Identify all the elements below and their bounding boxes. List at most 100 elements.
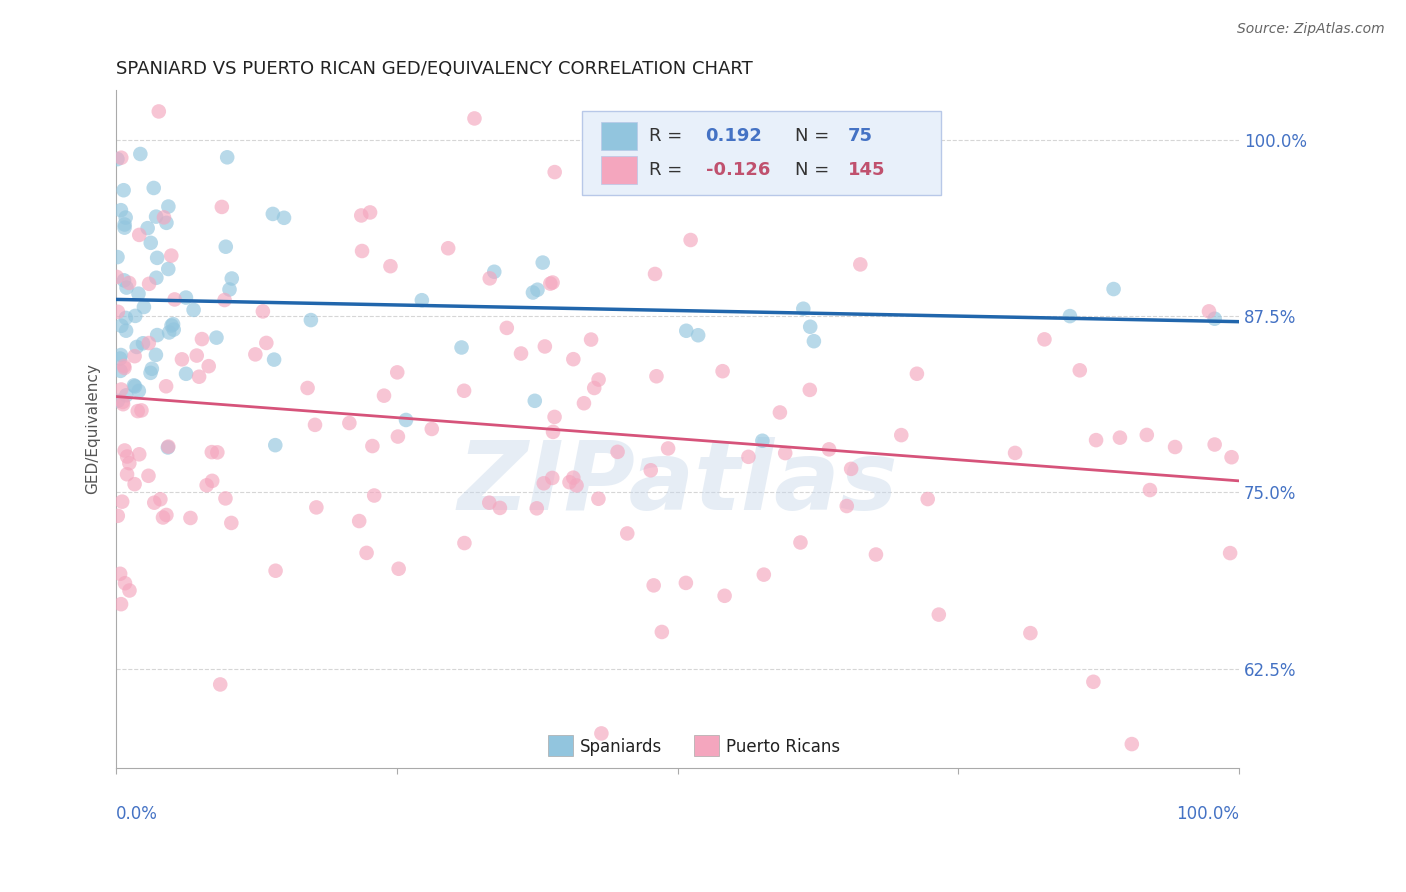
Point [138,277,160,291]
Point [195,478,218,492]
Point [905,367,928,381]
Point [157,262,180,277]
Point [803,334,825,348]
Point [752,567,775,582]
Point [122,378,145,392]
Point [835,499,858,513]
Point [174,367,197,381]
Point [541,471,564,485]
Point [132,300,155,314]
Bar [548,735,574,756]
Point [1033,332,1056,346]
Point [136,221,159,235]
Point [1102,282,1125,296]
Point [263,352,285,367]
Point [107,250,129,264]
Point [115,467,138,482]
Point [849,257,872,271]
Text: 145: 145 [848,161,886,179]
Point [128,384,150,398]
Point [188,369,211,384]
Point [1164,440,1187,454]
Point [591,726,613,740]
Point [531,255,554,269]
Point [273,211,295,225]
Point [675,575,697,590]
Point [1109,431,1132,445]
Point [128,447,150,461]
Point [917,491,939,506]
Point [124,309,146,323]
Point [1204,311,1226,326]
Point [110,318,132,333]
Point [562,471,585,485]
Point [110,203,132,218]
Bar [602,121,637,150]
Point [207,445,229,459]
Point [160,249,183,263]
Point [107,393,129,408]
Point [155,508,177,522]
Point [373,389,395,403]
Point [865,548,887,562]
Point [108,566,131,581]
Point [118,276,141,290]
Point [124,349,146,363]
Point [115,388,138,402]
Point [538,277,561,291]
Point [1004,446,1026,460]
Y-axis label: GED/Equivalency: GED/Equivalency [86,364,100,494]
Point [129,147,152,161]
Point [522,285,544,300]
Point [110,348,132,362]
Point [478,271,501,285]
Point [162,317,184,331]
Point [420,422,443,436]
Point [510,346,533,360]
Point [337,416,360,430]
Point [209,677,232,691]
Point [792,301,814,316]
Point [138,336,160,351]
Point [640,463,662,477]
Point [305,500,328,515]
Point [143,496,166,510]
Point [1121,737,1143,751]
Point [773,446,796,460]
Point [118,456,141,470]
Point [363,488,385,502]
Text: 0.0%: 0.0% [117,805,157,823]
Point [107,152,129,166]
Point [112,183,135,197]
Point [534,339,557,353]
Point [411,293,433,308]
Point [160,318,183,333]
Text: Puerto Ricans: Puerto Ricans [725,738,839,756]
Point [112,273,135,287]
Point [588,373,610,387]
Point [679,233,702,247]
Point [157,440,180,454]
Point [146,251,169,265]
Point [347,514,370,528]
Point [149,492,172,507]
Point [1198,304,1220,318]
Point [297,381,319,395]
Point [111,494,134,508]
Point [262,207,284,221]
Point [651,624,673,639]
Point [890,428,912,442]
Point [359,205,381,219]
Point [124,477,146,491]
Text: -0.126: -0.126 [706,161,770,179]
Point [148,104,170,119]
Point [583,381,606,395]
Point [112,359,135,373]
Point [183,302,205,317]
Point [352,244,374,258]
Point [157,200,180,214]
Point [197,359,219,373]
Point [179,511,201,525]
Point [221,271,243,285]
Text: 0.192: 0.192 [706,127,762,145]
